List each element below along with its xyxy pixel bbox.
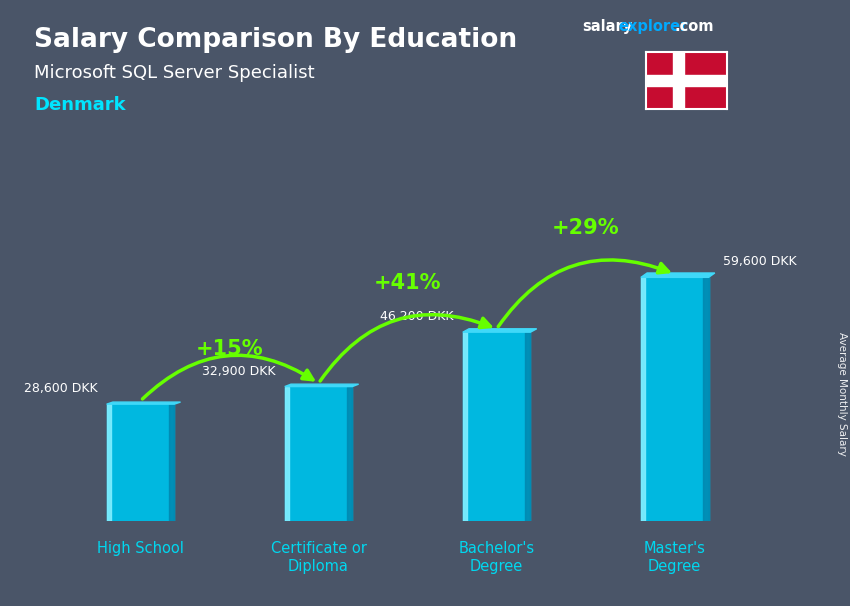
Polygon shape (285, 384, 359, 387)
Text: 28,600 DKK: 28,600 DKK (24, 382, 98, 395)
Text: 46,200 DKK: 46,200 DKK (381, 310, 454, 323)
Bar (641, 278, 709, 521)
Text: +15%: +15% (196, 339, 264, 359)
Text: Denmark: Denmark (34, 96, 126, 114)
Text: Average Monthly Salary: Average Monthly Salary (837, 332, 847, 456)
Text: Salary Comparison By Education: Salary Comparison By Education (34, 27, 517, 53)
Bar (169, 404, 174, 521)
Text: +41%: +41% (374, 273, 441, 293)
Text: salary: salary (582, 19, 632, 35)
Bar (285, 387, 289, 521)
Bar (285, 387, 353, 521)
Bar (703, 278, 709, 521)
Text: .com: .com (674, 19, 713, 35)
Bar (106, 404, 174, 521)
Bar (462, 332, 468, 521)
Bar (672, 52, 684, 109)
Bar (641, 278, 645, 521)
Text: 32,900 DKK: 32,900 DKK (202, 365, 275, 378)
Polygon shape (106, 402, 180, 404)
Bar (106, 404, 111, 521)
Polygon shape (641, 273, 715, 278)
Polygon shape (462, 329, 536, 332)
Bar (525, 332, 530, 521)
Text: +29%: +29% (552, 218, 620, 238)
Bar (462, 332, 530, 521)
Bar (347, 387, 353, 521)
Text: explorer: explorer (618, 19, 688, 35)
Text: 59,600 DKK: 59,600 DKK (722, 255, 796, 268)
Bar (646, 75, 727, 86)
Text: Microsoft SQL Server Specialist: Microsoft SQL Server Specialist (34, 64, 314, 82)
